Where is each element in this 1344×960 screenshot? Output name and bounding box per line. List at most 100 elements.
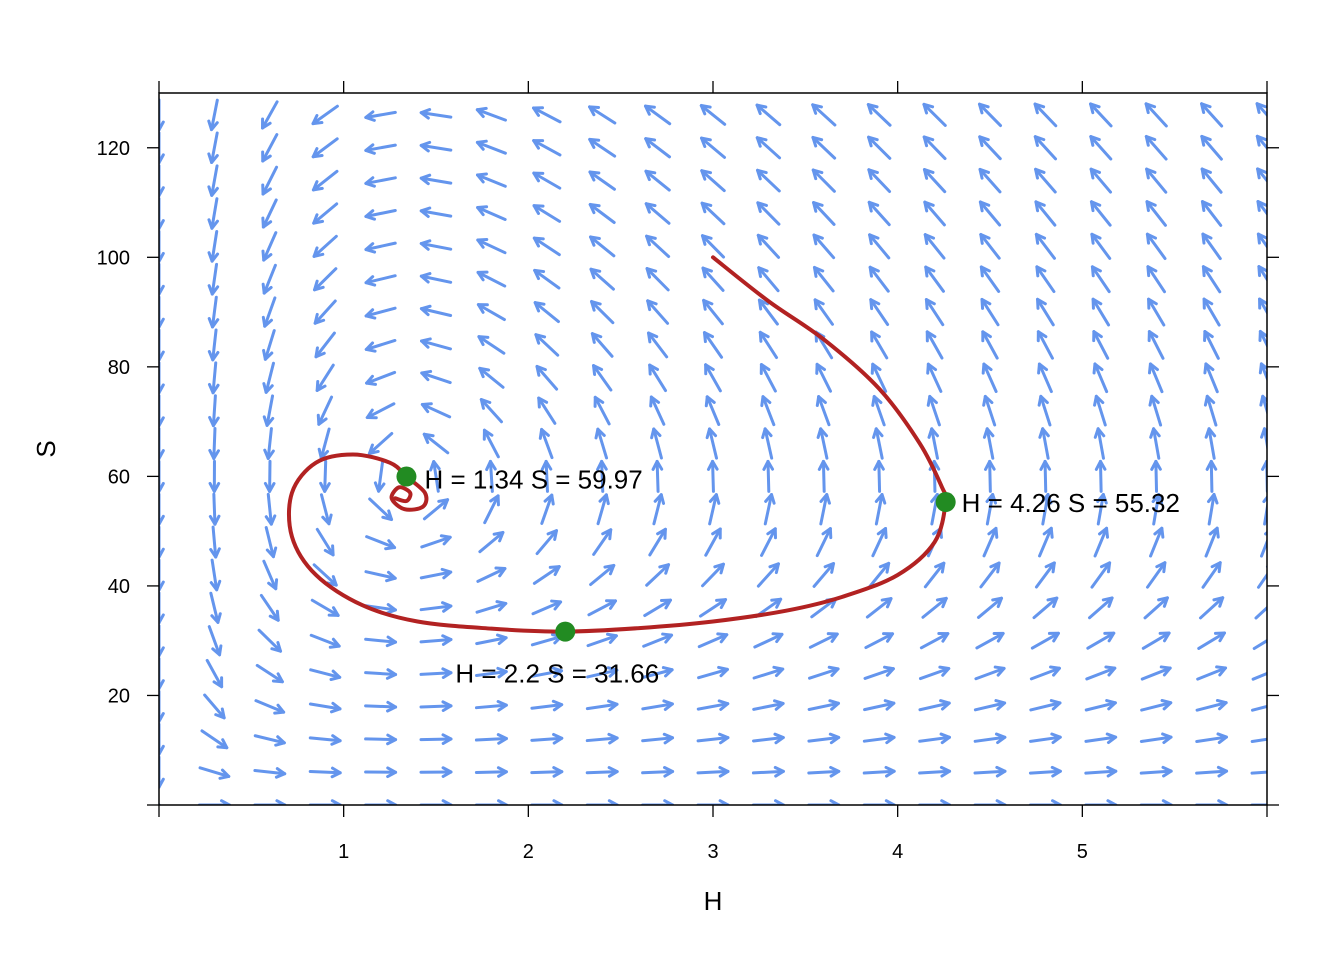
field-arrow [1255, 102, 1267, 118]
field-arrow [482, 428, 500, 459]
field-arrow [429, 460, 441, 493]
field-arrow [979, 561, 1001, 589]
field-arrow [419, 108, 453, 120]
field-arrow [869, 298, 890, 326]
field-arrow [532, 204, 562, 223]
field-arrow [919, 632, 950, 650]
field-arrow [872, 427, 884, 460]
field-arrow [1028, 765, 1062, 778]
field-arrow [262, 329, 276, 361]
field-arrow [980, 297, 1000, 327]
trajectory [286, 255, 949, 634]
field-arrow [706, 459, 719, 493]
field-arrow [364, 143, 397, 155]
field-arrow [419, 206, 453, 218]
field-arrow [650, 427, 663, 460]
field-arrow [208, 492, 221, 526]
field-arrow [973, 732, 1007, 745]
field-arrow [700, 234, 726, 259]
field-arrow [312, 234, 338, 258]
axis-ticks [147, 81, 1279, 817]
field-arrow [593, 395, 611, 426]
field-arrow [641, 666, 674, 679]
field-arrow [261, 100, 279, 130]
field-arrow [812, 265, 835, 293]
field-arrow [1140, 698, 1173, 712]
field-arrow [1256, 167, 1267, 184]
field-arrow [643, 104, 672, 126]
y-tick-label: 120 [97, 138, 130, 160]
field-arrow [1200, 167, 1223, 194]
field-arrow [261, 165, 279, 196]
field-arrow [699, 104, 727, 126]
vector-field [159, 98, 1267, 805]
field-arrow [1204, 526, 1220, 558]
field-arrow [642, 632, 674, 648]
trajectory-line [286, 255, 949, 634]
field-arrow [532, 236, 561, 257]
field-arrow [315, 363, 335, 392]
field-arrow [864, 632, 895, 650]
field-arrow [817, 459, 830, 493]
field-arrow [259, 593, 280, 622]
field-arrow [697, 632, 729, 649]
field-arrow [308, 701, 342, 714]
field-arrow [762, 459, 775, 493]
marked-points: H = 1.34 S = 59.97 H = 4.26 S = 55.32 H = … [396, 465, 1180, 689]
field-arrow [700, 136, 726, 159]
field-arrow [873, 459, 885, 493]
field-arrow [868, 561, 891, 589]
field-arrow [1085, 665, 1117, 681]
field-arrow [261, 198, 278, 229]
field-arrow [1030, 631, 1060, 650]
field-arrow [1093, 526, 1110, 558]
field-arrow [978, 167, 1002, 194]
field-arrow [592, 528, 613, 556]
field-arrow [592, 364, 613, 392]
field-arrow [1205, 459, 1218, 493]
field-arrow [811, 135, 837, 160]
field-arrow [1091, 297, 1111, 327]
field-arrow [261, 296, 277, 328]
field-arrow [812, 562, 836, 588]
field-arrow [261, 231, 278, 262]
field-arrow [708, 493, 721, 526]
field-arrow [531, 599, 563, 616]
field-arrow [863, 699, 896, 712]
field-arrow [918, 665, 951, 681]
field-arrow [1093, 427, 1106, 460]
field-arrow [364, 306, 397, 320]
y-tick-label: 40 [108, 576, 130, 598]
field-arrow [975, 631, 1005, 650]
x-axis-title: H [704, 886, 723, 916]
field-arrow [159, 328, 165, 362]
field-arrow [696, 732, 730, 745]
field-arrow [476, 270, 507, 288]
field-arrow [702, 298, 724, 326]
field-arrow [367, 432, 394, 456]
field-arrow [419, 700, 453, 712]
field-arrow [981, 330, 999, 360]
field-arrow [1146, 561, 1167, 589]
field-arrow [1255, 134, 1267, 151]
field-arrow [585, 732, 619, 745]
field-arrow [319, 493, 333, 526]
field-arrow [1140, 665, 1172, 681]
field-arrow [364, 110, 397, 122]
field-arrow [485, 459, 497, 493]
field-arrow [364, 766, 398, 779]
field-arrow [1195, 799, 1229, 805]
field-arrow [651, 459, 664, 493]
field-arrow [700, 169, 726, 193]
field-arrow [701, 562, 725, 588]
field-arrow [1256, 200, 1267, 216]
y-tick-label: 60 [108, 466, 130, 488]
field-arrow [751, 799, 785, 805]
field-arrow [205, 658, 224, 689]
field-arrow [641, 699, 674, 711]
field-arrow [1139, 765, 1173, 778]
field-arrow [257, 628, 283, 653]
field-arrow [261, 133, 279, 163]
field-arrow [1029, 699, 1062, 712]
